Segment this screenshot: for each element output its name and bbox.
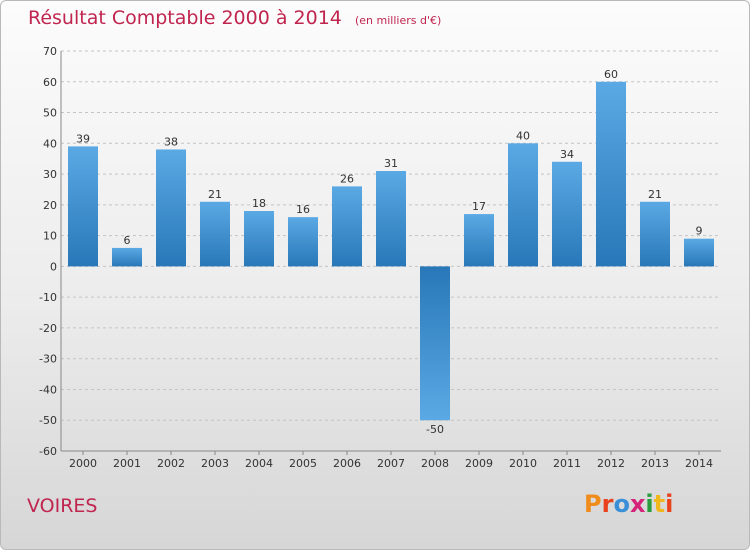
bar bbox=[332, 186, 362, 267]
logo-letter: P bbox=[584, 490, 602, 518]
data-label: -50 bbox=[426, 423, 444, 436]
bar bbox=[288, 217, 318, 267]
proxiti-logo: Proxiti bbox=[584, 490, 673, 518]
y-tick-label: -20 bbox=[39, 322, 57, 335]
data-label: 9 bbox=[696, 225, 703, 238]
bar bbox=[200, 201, 230, 267]
y-tick-label: 10 bbox=[43, 230, 57, 243]
x-tick-label: 2011 bbox=[553, 457, 581, 470]
data-label: 40 bbox=[516, 129, 530, 142]
data-label: 16 bbox=[296, 203, 310, 216]
bar bbox=[684, 238, 714, 267]
x-tick-label: 2007 bbox=[377, 457, 405, 470]
bars bbox=[68, 81, 714, 421]
logo-letter: o bbox=[613, 490, 630, 518]
bar bbox=[244, 211, 274, 267]
data-label: 21 bbox=[648, 188, 662, 201]
bar bbox=[156, 149, 186, 267]
x-tick-label: 2005 bbox=[289, 457, 317, 470]
chart-title: Résultat Comptable 2000 à 2014 (en milli… bbox=[28, 7, 441, 29]
x-tick-label: 2013 bbox=[641, 457, 669, 470]
x-tick-label: 2009 bbox=[465, 457, 493, 470]
x-tick-label: 2014 bbox=[685, 457, 713, 470]
y-tick-label: -60 bbox=[39, 445, 57, 458]
data-label: 39 bbox=[76, 132, 90, 145]
x-tick-label: 2008 bbox=[421, 457, 449, 470]
x-tick-label: 2010 bbox=[509, 457, 537, 470]
bar bbox=[376, 171, 406, 267]
bar bbox=[640, 201, 670, 267]
y-tick-label: -30 bbox=[39, 353, 57, 366]
logo-letter: t bbox=[653, 490, 666, 518]
data-label: 38 bbox=[164, 135, 178, 148]
bar bbox=[552, 161, 582, 267]
data-label: 60 bbox=[604, 68, 618, 81]
town-name: VOIRES bbox=[27, 495, 98, 517]
x-tick-label: 2003 bbox=[201, 457, 229, 470]
data-label: 17 bbox=[472, 200, 486, 213]
data-label: 26 bbox=[340, 172, 354, 185]
x-tick-label: 2000 bbox=[69, 457, 97, 470]
x-tick-label: 2006 bbox=[333, 457, 361, 470]
x-axis: 2000 2001 2002 2003 2004 2005 2006 2007 2008 2009… bbox=[69, 451, 713, 470]
y-tick-label: -10 bbox=[39, 291, 57, 304]
x-tick-label: 2012 bbox=[597, 457, 625, 470]
bar bbox=[596, 81, 626, 267]
bar bbox=[464, 214, 494, 267]
x-tick-label: 2004 bbox=[245, 457, 273, 470]
data-label: 6 bbox=[124, 234, 131, 247]
data-label: 34 bbox=[560, 148, 574, 161]
x-tick-label: 2002 bbox=[157, 457, 185, 470]
y-tick-label: 40 bbox=[43, 137, 57, 150]
y-tick-label: -50 bbox=[39, 414, 57, 427]
logo-letter: i bbox=[665, 490, 674, 518]
x-tick-label: 2001 bbox=[113, 457, 141, 470]
title-text: Résultat Comptable 2000 à 2014 bbox=[28, 7, 342, 29]
data-label: 31 bbox=[384, 157, 398, 170]
y-tick-label: -40 bbox=[39, 383, 57, 396]
bar bbox=[68, 146, 98, 267]
bar bbox=[420, 266, 450, 421]
y-tick-label: 30 bbox=[43, 168, 57, 181]
y-tick-label: 0 bbox=[50, 260, 57, 273]
bar bbox=[112, 247, 142, 267]
bar bbox=[508, 143, 538, 267]
y-tick-label: 50 bbox=[43, 107, 57, 120]
data-labels: 39 6 38 21 18 16 26 31 -50 17 40 34 60 21 9 bbox=[76, 68, 703, 436]
logo-letter: i bbox=[645, 490, 654, 518]
logo-letter: x bbox=[629, 490, 646, 518]
unit-text: (en milliers d'€) bbox=[354, 14, 442, 27]
y-tick-label: 70 bbox=[43, 45, 57, 58]
data-label: 21 bbox=[208, 188, 222, 201]
logo-letter: r bbox=[601, 490, 614, 518]
y-tick-label: 60 bbox=[43, 76, 57, 89]
data-label: 18 bbox=[252, 197, 266, 210]
y-tick-label: 20 bbox=[43, 199, 57, 212]
